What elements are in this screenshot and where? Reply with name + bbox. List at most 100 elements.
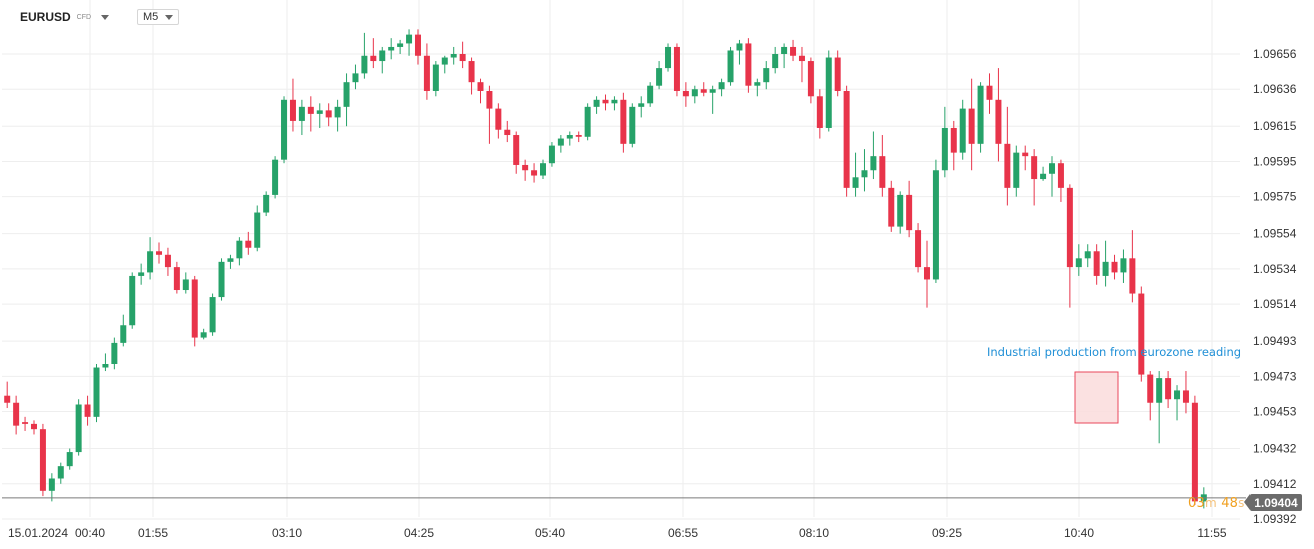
candle-body	[1182, 390, 1189, 403]
x-tick-label: 01:55	[138, 526, 168, 540]
candle	[950, 120, 957, 171]
candle	[1156, 371, 1163, 444]
candle	[245, 231, 252, 255]
candle-body	[745, 43, 752, 86]
candle-body	[736, 43, 743, 51]
candle	[272, 156, 279, 199]
candle	[682, 82, 689, 107]
candle-body	[986, 85, 993, 100]
candle-body	[1138, 293, 1145, 375]
candle-body	[647, 85, 654, 104]
candle	[1120, 249, 1127, 283]
candle-body	[4, 395, 11, 403]
candle	[1049, 156, 1056, 197]
candle-body	[289, 99, 296, 121]
y-tick-label: 1.09392	[1253, 512, 1297, 526]
candle	[1057, 159, 1064, 202]
candle	[870, 131, 877, 180]
instrument-type-label: CFD	[76, 13, 92, 21]
candle	[709, 85, 716, 114]
candle	[763, 61, 770, 90]
candle	[557, 135, 564, 153]
x-tick-label: 03:10	[272, 526, 302, 540]
candle-body	[1031, 156, 1038, 180]
candle	[629, 103, 636, 148]
candle	[754, 78, 761, 97]
candle-body	[861, 170, 868, 178]
candle-body	[334, 106, 341, 118]
candle	[718, 78, 725, 97]
chevron-down-icon[interactable]	[101, 14, 110, 20]
candle	[522, 159, 529, 181]
candle	[897, 191, 904, 234]
candles	[4, 29, 1207, 509]
candle	[1075, 244, 1082, 276]
candle-body	[13, 402, 20, 426]
candle	[647, 82, 654, 107]
candle	[343, 73, 350, 127]
candle-body	[602, 99, 609, 104]
candle	[1182, 371, 1189, 414]
candle-body	[66, 452, 73, 467]
candle	[423, 43, 430, 100]
candle	[825, 50, 832, 132]
candle-body	[718, 82, 725, 90]
candle-body	[495, 108, 502, 130]
candle	[1191, 395, 1198, 505]
candle	[540, 159, 546, 180]
candle	[370, 38, 377, 69]
x-tick-label: 06:55	[668, 526, 698, 540]
candle	[441, 55, 448, 74]
candle-body	[1174, 390, 1181, 400]
candle-body	[352, 73, 359, 83]
candle-body	[522, 164, 529, 171]
candle-body	[459, 54, 466, 62]
y-tick-label: 1.09432	[1253, 442, 1297, 456]
candle-body	[977, 85, 984, 144]
timeframe-dropdown[interactable]: M5	[137, 9, 179, 25]
y-tick-label: 1.09595	[1253, 154, 1297, 168]
chevron-down-icon[interactable]	[165, 14, 173, 20]
symbol-selector[interactable]: EURUSD CFD	[20, 10, 110, 24]
candle	[1129, 230, 1136, 303]
candle-body	[272, 159, 279, 195]
candle	[1147, 371, 1154, 421]
candle	[379, 46, 386, 74]
candle-body	[968, 108, 975, 144]
candle	[4, 381, 11, 409]
candle	[459, 41, 466, 69]
candle	[1022, 145, 1029, 171]
y-tick-label: 1.09534	[1253, 262, 1297, 276]
candle	[1138, 286, 1145, 382]
y-tick-label: 1.09453	[1253, 405, 1297, 419]
candle	[1174, 385, 1181, 421]
candle	[307, 96, 314, 132]
candle-body	[772, 54, 779, 69]
y-tick-label: 1.09514	[1253, 297, 1297, 311]
y-tick-label: 1.09493	[1253, 334, 1297, 348]
candle-body	[1165, 378, 1172, 400]
candle	[236, 237, 243, 266]
candle-body	[182, 279, 189, 291]
candle	[93, 364, 100, 423]
candle-body	[629, 106, 636, 144]
candle	[584, 103, 591, 141]
candle-body	[1084, 251, 1091, 259]
candle	[1004, 106, 1011, 206]
candle-body	[227, 258, 234, 262]
candle	[120, 314, 127, 347]
candle-body	[1156, 378, 1163, 403]
candle-body	[1147, 374, 1154, 403]
candle	[450, 46, 457, 65]
candle	[611, 96, 618, 111]
candle-body	[584, 106, 591, 137]
candle	[790, 39, 797, 62]
candle-body	[423, 55, 430, 91]
candle-body	[102, 364, 109, 368]
candle-body	[406, 34, 413, 44]
y-tick-label: 1.09636	[1253, 82, 1297, 96]
candle	[263, 191, 270, 217]
candle-body	[593, 99, 600, 107]
candle-body	[1013, 152, 1020, 188]
